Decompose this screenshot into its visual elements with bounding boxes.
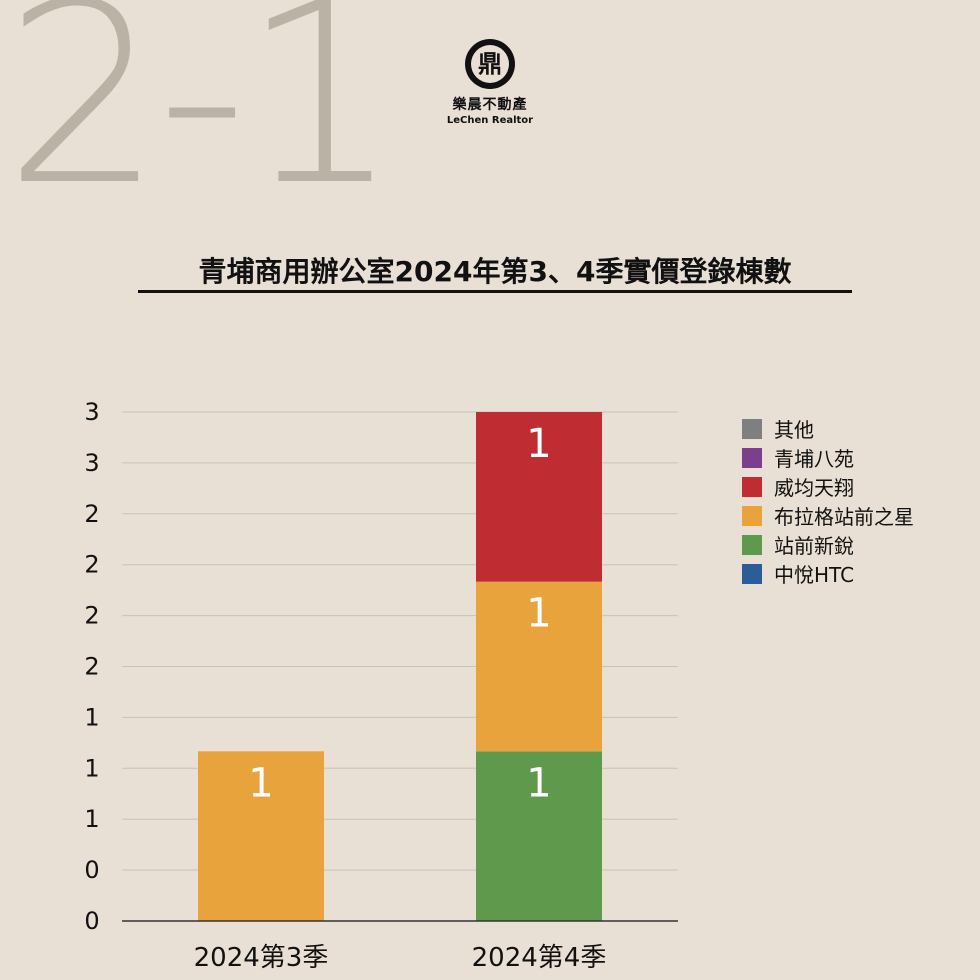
bar-value-label: 1 [526,591,551,637]
legend-swatch [742,534,762,555]
bars [198,412,602,921]
legend-swatch [742,563,762,584]
x-axis-ticks: 2024第3季 2024第4季 [194,943,607,973]
y-tick-label: 2 [84,653,99,681]
legend-label: 站前新銳 [774,534,854,558]
bar-value-label: 1 [526,760,551,806]
legend-item: 青埔八苑 [742,443,914,472]
logo-glyph: 鼎 [478,50,502,78]
bar-segment [476,751,602,921]
legend-item: 站前新銳 [742,530,914,559]
y-tick-label: 2 [84,500,99,528]
bar-segment [476,412,602,582]
logo-name-en: LeChen Realtor [446,115,534,126]
company-logo: 鼎 樂晨不動產 LeChen Realtor [440,38,540,126]
legend-swatch [742,505,762,526]
y-tick-label: 0 [84,856,99,884]
data-labels: 1 1 1 1 [248,421,551,806]
bar-segment [198,751,324,921]
legend-item: 布拉格站前之星 [742,501,914,530]
y-tick-label: 0 [84,907,99,935]
legend-item: 威均天翔 [742,472,914,501]
x-tick-label: 2024第4季 [472,943,607,973]
legend-label: 其他 [774,418,814,442]
y-tick-label: 2 [84,602,99,630]
logo-emblem-icon: 鼎 [465,39,515,89]
legend-item: 其他 [742,414,914,443]
bar-value-label: 1 [526,421,551,467]
y-tick-label: 2 [84,551,99,579]
legend-swatch [742,447,762,468]
y-axis-ticks: 0 0 1 1 1 2 2 2 2 3 3 [84,398,99,935]
title-underline [138,290,852,293]
legend-label: 威均天翔 [774,476,854,500]
legend-swatch [742,418,762,439]
x-tick-label: 2024第3季 [194,943,329,973]
chart-title: 青埔商用辦公室2024年第3、4季實價登錄棟數 [198,255,792,288]
bar-segment [476,581,602,752]
bar-value-label: 1 [248,760,273,806]
legend-item: 中悅HTC [742,559,914,588]
legend-label: 青埔八苑 [774,447,854,471]
legend-label: 中悅HTC [774,563,855,587]
y-tick-label: 3 [84,398,99,426]
y-tick-label: 1 [84,754,99,782]
section-number: 2-1 [4,0,400,240]
legend-label: 布拉格站前之星 [774,505,914,529]
logo-name-cn: 樂晨不動產 [452,97,528,113]
y-tick-label: 1 [84,703,99,731]
chart-legend: 其他青埔八苑威均天翔布拉格站前之星 站前新銳中悅HTC [742,414,914,588]
y-tick-label: 3 [84,449,99,477]
legend-swatch [742,476,762,497]
y-tick-label: 1 [84,805,99,833]
